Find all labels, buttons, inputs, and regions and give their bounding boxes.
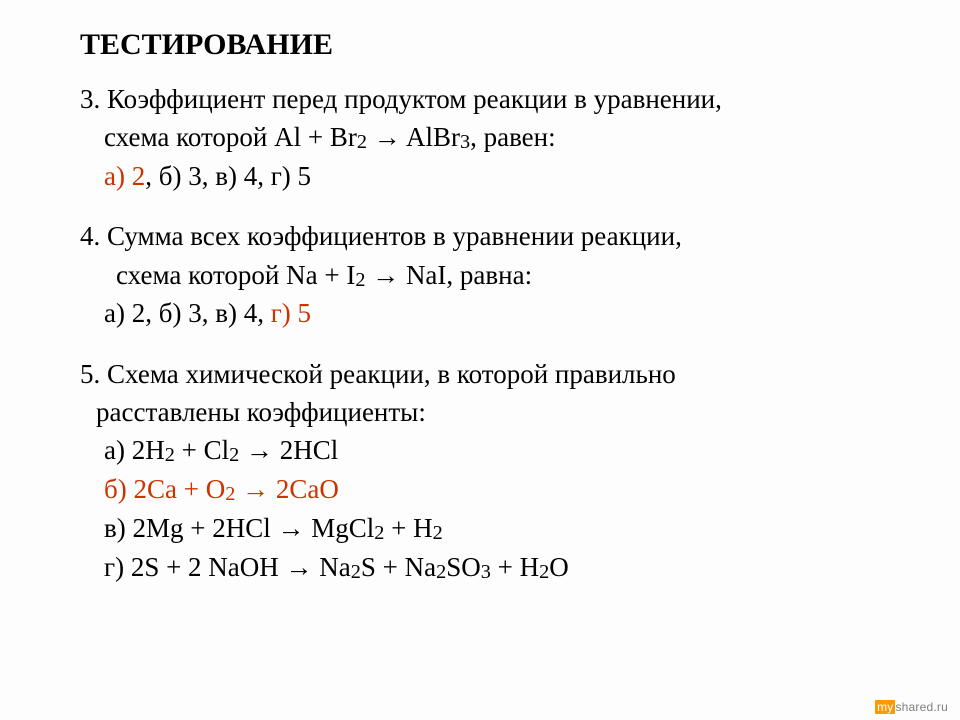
q3-options: а) 2, б) 3, в) 4, г) 5 bbox=[80, 157, 880, 195]
watermark: myshared.ru bbox=[875, 700, 948, 714]
q4-options: а) 2, б) 3, в) 4, г) 5 bbox=[80, 294, 880, 332]
q5-stem-1: Схема химической реакции, в которой прав… bbox=[107, 359, 676, 389]
q5-d-sub4: 2 bbox=[539, 561, 549, 583]
q3-arrow: → AlBr bbox=[367, 122, 460, 152]
question-5: 5. Схема химической реакции, в которой п… bbox=[80, 355, 880, 587]
q4-stem-2-pre: схема которой Na + I bbox=[116, 260, 355, 290]
question-4: 4. Сумма всех коэффициентов в уравнении … bbox=[80, 217, 880, 332]
q3-sub1: 2 bbox=[357, 131, 367, 153]
slide: ТЕСТИРОВАНИЕ 3. Коэффициент перед продук… bbox=[0, 0, 960, 720]
q5-d-sub3: 3 bbox=[481, 561, 491, 583]
q5-d-sub2: 2 bbox=[436, 561, 446, 583]
q5-stem-2: расставлены коэффициенты: bbox=[96, 397, 426, 427]
q5-a-post: → 2HCl bbox=[239, 435, 338, 465]
q5-d-post: O bbox=[549, 552, 569, 582]
watermark-my: my bbox=[875, 700, 895, 714]
q3-stem-1: Коэффициент перед продуктом реакции в ур… bbox=[107, 84, 722, 114]
q5-a-mid: + Cl bbox=[175, 435, 229, 465]
q5-number: 5. bbox=[80, 359, 100, 389]
q3-line2: схема которой Al + Br2 → AlBr3, равен: bbox=[80, 118, 880, 157]
question-3: 3. Коэффициент перед продуктом реакции в… bbox=[80, 80, 880, 195]
q4-stem-1: Сумма всех коэффициентов в уравнении реа… bbox=[107, 221, 682, 251]
q5-c-mid: + H bbox=[384, 513, 432, 543]
q5-line1: 5. Схема химической реакции, в которой п… bbox=[80, 355, 880, 393]
q5-d-pre: г) 2S + 2 NaOH → Na bbox=[104, 552, 351, 582]
q5-a-sub1: 2 bbox=[165, 444, 175, 466]
q5-c-sub2: 2 bbox=[433, 522, 443, 544]
q5-d-mid1: S + Na bbox=[361, 552, 436, 582]
q5-line2: расставлены коэффициенты: bbox=[80, 393, 880, 431]
slide-title: ТЕСТИРОВАНИЕ bbox=[80, 28, 880, 62]
q5-c-pre: в) 2Mg + 2HCl → MgCl bbox=[104, 513, 374, 543]
q5-b-post: → 2CaO bbox=[235, 474, 339, 504]
q3-stem-2-pre: схема которой Al + Br bbox=[104, 122, 357, 152]
q5-option-d: г) 2S + 2 NaOH → Na2S + Na2SO3 + H2O bbox=[80, 548, 880, 587]
q3-answer-a: а) 2 bbox=[104, 161, 145, 191]
q4-sub1: 2 bbox=[355, 269, 365, 291]
q3-options-rest: , б) 3, в) 4, г) 5 bbox=[145, 161, 311, 191]
q3-stem-2-post: , равен: bbox=[470, 122, 556, 152]
q5-c-sub1: 2 bbox=[374, 522, 384, 544]
q4-arrow: → NaI, равна: bbox=[365, 260, 532, 290]
q3-line1: 3. Коэффициент перед продуктом реакции в… bbox=[80, 80, 880, 118]
q5-b-pre: б) 2Ca + O bbox=[104, 474, 225, 504]
q3-sub2: 3 bbox=[460, 131, 470, 153]
q4-line1: 4. Сумма всех коэффициентов в уравнении … bbox=[80, 217, 880, 255]
q5-d-mid3: + H bbox=[491, 552, 539, 582]
watermark-shared: shared bbox=[895, 700, 933, 714]
q4-line2: схема которой Na + I2 → NaI, равна: bbox=[80, 256, 880, 295]
q5-d-sub1: 2 bbox=[351, 561, 361, 583]
q5-a-pre: а) 2H bbox=[104, 435, 165, 465]
q5-option-a: а) 2H2 + Cl2 → 2HCl bbox=[80, 431, 880, 470]
q4-options-pre: а) 2, б) 3, в) 4, bbox=[104, 298, 271, 328]
q5-a-sub2: 2 bbox=[229, 444, 239, 466]
q5-b-sub1: 2 bbox=[225, 483, 235, 505]
q4-number: 4. bbox=[80, 221, 100, 251]
q5-option-b: б) 2Ca + O2 → 2CaO bbox=[80, 470, 880, 509]
watermark-suffix: .ru bbox=[933, 700, 948, 714]
q4-answer-g: г) 5 bbox=[271, 298, 311, 328]
q3-number: 3. bbox=[80, 84, 100, 114]
q5-d-mid2: SO bbox=[446, 552, 481, 582]
q5-option-c: в) 2Mg + 2HCl → MgCl2 + H2 bbox=[80, 509, 880, 548]
